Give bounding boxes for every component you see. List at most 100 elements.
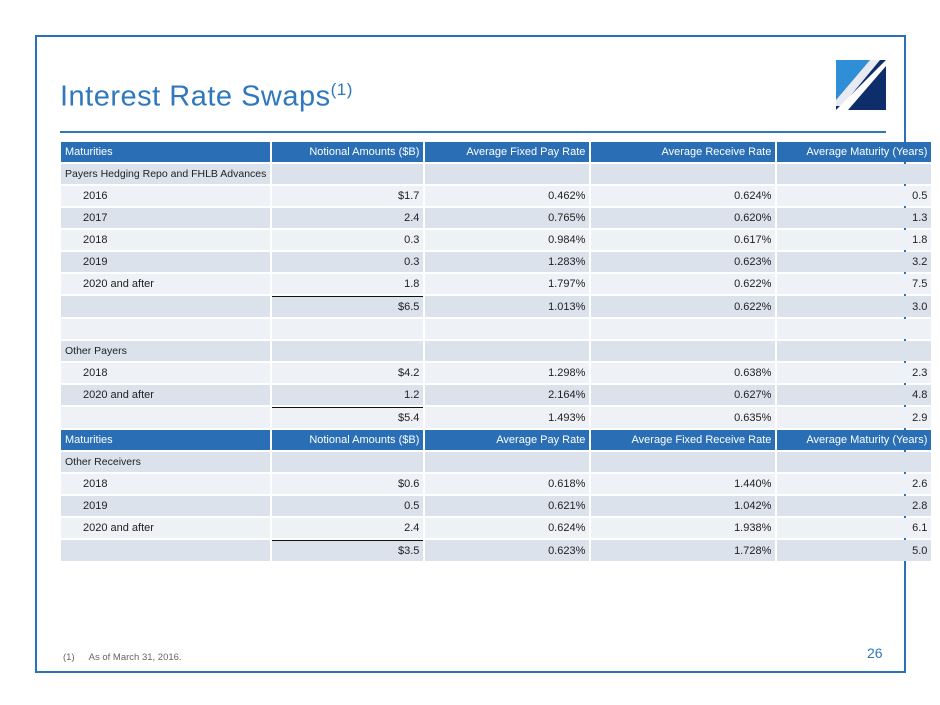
table-row: Other Receivers xyxy=(61,452,932,472)
table-cell: 0.618% xyxy=(425,474,590,494)
table-cell: 2019 xyxy=(61,496,271,516)
table-cell: 2020 and after xyxy=(61,385,271,405)
table-cell: Average Fixed Receive Rate xyxy=(591,430,776,450)
table-cell xyxy=(272,319,424,339)
table-row: 2020 and after 2.4 0.624% 1.938% 6.1 xyxy=(61,518,932,538)
table-cell: 3.2 xyxy=(777,252,932,272)
table-cell: 1.440% xyxy=(591,474,776,494)
table-cell: 4.8 xyxy=(777,385,932,405)
table-row: 2018 0.3 0.984% 0.617% 1.8 xyxy=(61,230,932,250)
table-cell: 2.4 xyxy=(272,208,424,228)
table-cell: 0.622% xyxy=(591,274,776,294)
table-row: $6.5 1.013% 0.622% 3.0 xyxy=(61,296,932,317)
table-cell: 0.623% xyxy=(425,540,590,561)
table-cell: 0.984% xyxy=(425,230,590,250)
table-cell: 2.6 xyxy=(777,474,932,494)
table-cell: 0.765% xyxy=(425,208,590,228)
table-cell: 6.1 xyxy=(777,518,932,538)
table-cell xyxy=(777,341,932,361)
table-cell: 0.617% xyxy=(591,230,776,250)
table-cell: 2020 and after xyxy=(61,518,271,538)
table-cell xyxy=(61,319,271,339)
table-cell: $1.7 xyxy=(272,186,424,206)
table-cell: Other Receivers xyxy=(61,452,271,472)
table-cell: 0.623% xyxy=(591,252,776,272)
table-cell: 2018 xyxy=(61,363,271,383)
table-cell xyxy=(272,164,424,184)
table-row: 2020 and after 1.8 1.797% 0.622% 7.5 xyxy=(61,274,932,294)
table-row: Maturities Notional Amounts ($B) Average F… xyxy=(61,142,932,162)
table-cell: 0.635% xyxy=(591,407,776,428)
table-row: 2018 $4.2 1.298% 0.638% 2.3 xyxy=(61,363,932,383)
table-cell xyxy=(425,319,590,339)
table-cell xyxy=(777,452,932,472)
table-cell xyxy=(777,319,932,339)
table-row xyxy=(61,319,932,339)
table-cell xyxy=(425,452,590,472)
table-cell: 0.5 xyxy=(777,186,932,206)
table-cell xyxy=(272,452,424,472)
table-cell: Maturities xyxy=(61,430,271,450)
table-cell xyxy=(425,164,590,184)
table-cell: 1.797% xyxy=(425,274,590,294)
table-row: Payers Hedging Repo and FHLB Advances xyxy=(61,164,932,184)
table-row: $5.4 1.493% 0.635% 2.9 xyxy=(61,407,932,428)
table-cell: 2.164% xyxy=(425,385,590,405)
table-cell xyxy=(591,452,776,472)
table-cell: 2018 xyxy=(61,474,271,494)
table-cell: 1.8 xyxy=(777,230,932,250)
table-cell: 0.620% xyxy=(591,208,776,228)
table-cell: $3.5 xyxy=(272,540,424,561)
table-cell: 1.298% xyxy=(425,363,590,383)
footnote: (1) As of March 31, 2016. xyxy=(63,652,182,663)
table-cell xyxy=(272,341,424,361)
title-text: Interest Rate Swaps xyxy=(60,80,331,113)
table-cell: $6.5 xyxy=(272,296,424,317)
table-cell: $0.6 xyxy=(272,474,424,494)
table-cell: 1.042% xyxy=(591,496,776,516)
table-cell: 0.621% xyxy=(425,496,590,516)
table-cell xyxy=(591,341,776,361)
table-cell: 2.9 xyxy=(777,407,932,428)
table-cell: 0.3 xyxy=(272,252,424,272)
table-cell: Payers Hedging Repo and FHLB Advances xyxy=(61,164,271,184)
table-cell: 2.4 xyxy=(272,518,424,538)
page-number: 26 xyxy=(867,645,883,661)
table-cell: 0.3 xyxy=(272,230,424,250)
table-cell: 1.2 xyxy=(272,385,424,405)
logo xyxy=(836,60,886,110)
table-cell xyxy=(425,341,590,361)
table-cell: Average Pay Rate xyxy=(425,430,590,450)
table-cell: Average Receive Rate xyxy=(591,142,776,162)
table-row: Maturities Notional Amounts ($B) Average P… xyxy=(61,430,932,450)
table-cell: 0.5 xyxy=(272,496,424,516)
table-row: Other Payers xyxy=(61,341,932,361)
table-cell: 2.3 xyxy=(777,363,932,383)
table-cell: 2016 xyxy=(61,186,271,206)
table-cell: 2020 and after xyxy=(61,274,271,294)
table-cell: 1.493% xyxy=(425,407,590,428)
table-cell xyxy=(777,164,932,184)
footnote-text: As of March 31, 2016. xyxy=(88,652,182,663)
table-cell: 0.638% xyxy=(591,363,776,383)
table-cell: 0.624% xyxy=(591,186,776,206)
table-cell xyxy=(61,407,271,428)
table-cell: $5.4 xyxy=(272,407,424,428)
table-row: 2016 $1.7 0.462% 0.624% 0.5 xyxy=(61,186,932,206)
table-cell xyxy=(591,164,776,184)
table-cell: 1.728% xyxy=(591,540,776,561)
table-cell: 7.5 xyxy=(777,274,932,294)
table-cell: 1.3 xyxy=(777,208,932,228)
swaps-table: Maturities Notional Amounts ($B) Average F… xyxy=(59,140,933,563)
table-cell: 2.8 xyxy=(777,496,932,516)
table-cell: 3.0 xyxy=(777,296,932,317)
table-row: 2020 and after 1.2 2.164% 0.627% 4.8 xyxy=(61,385,932,405)
table-cell: 0.627% xyxy=(591,385,776,405)
table-cell: Maturities xyxy=(61,142,271,162)
table-row: 2017 2.4 0.765% 0.620% 1.3 xyxy=(61,208,932,228)
table-cell xyxy=(591,319,776,339)
table-cell: Average Maturity (Years) xyxy=(777,430,932,450)
table-cell: 2019 xyxy=(61,252,271,272)
table-cell: 5.0 xyxy=(777,540,932,561)
